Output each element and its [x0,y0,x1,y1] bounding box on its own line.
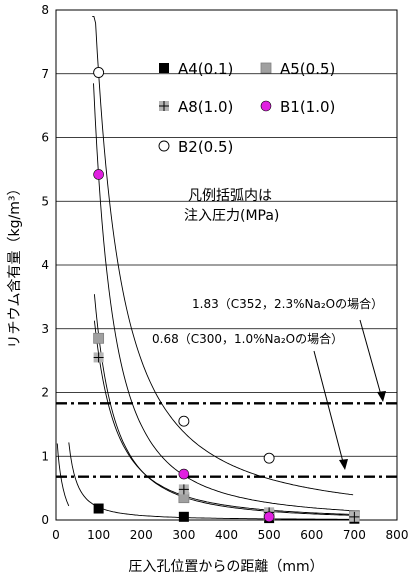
y-tick-label-5: 5 [41,194,49,208]
y-axis-title: リチウム含有量（kg/m³） [7,182,23,349]
legend-note: 凡例括弧内は 注入圧力(MPa) [184,188,279,224]
legend-label-a5: A5(0.5) [280,60,335,78]
y-tick-label-0: 0 [41,513,49,527]
point-a8-300 [178,484,189,495]
fit-curve-a5 [93,294,354,516]
x-tick-label-0: 0 [52,528,60,542]
legend-label-a8: A8(1.0) [178,98,233,116]
legend-note-line-1: 凡例括弧内は [188,188,272,204]
ref-arrow-2 [313,350,344,463]
x-tick-label-800: 800 [386,528,409,542]
fit-curve-a4-origin [56,443,70,507]
x-tick-label-500: 500 [258,528,281,542]
plot-area-frame [55,9,398,521]
x-tick-label-300: 300 [172,528,195,542]
point-b2-300 [178,415,190,427]
point-a8-100 [93,352,104,363]
legend: A4(0.1) A5(0.5) A8(1.0) B1(1.0) B2(0.5) [158,60,335,156]
y-tick-label-3: 3 [41,322,49,336]
legend-marker-a4 [159,63,169,73]
point-a5-100 [93,332,105,344]
point-b2-100 [93,67,105,78]
legend-marker-a8 [159,101,169,111]
data-markers [93,67,360,524]
legend-label-b1: B1(1.0) [280,98,335,116]
fit-curve-b2 [92,15,354,496]
legend-marker-b1 [260,100,272,112]
x-tick-label-400: 400 [215,528,238,542]
x-tick-label-200: 200 [130,528,153,542]
ref-arrow-1-head [377,391,386,402]
point-b2-500 [263,452,275,464]
reference-lines [56,402,397,478]
legend-note-line-2: 注入圧力(MPa) [184,208,279,224]
point-a4-300 [178,511,189,522]
grid-lines [56,73,397,457]
point-b1-300 [178,468,190,480]
point-a8-700 [349,511,360,522]
legend-marker-a5 [260,62,272,74]
point-b1-500 [263,511,275,523]
point-b1-100 [93,169,104,180]
legend-marker-b2 [158,140,170,152]
x-tick-label-100: 100 [87,528,110,542]
legend-label-a4: A4(0.1) [178,60,233,78]
ref-arrow-1 [359,319,382,396]
point-a4-100 [93,503,104,514]
y-tick-label-6: 6 [41,131,49,145]
fit-curve-a4 [68,442,354,520]
ref-label-2: 0.68（C300，1.0%Na₂Oの場合） [152,331,343,346]
axis-ticks: 0 1 2 3 4 5 6 7 8 0 100 200 300 400 500 600 700 800 [41,3,408,542]
fit-curve-b1 [93,83,355,512]
point-a8-300-cross [178,484,189,495]
fit-curve-a8 [93,320,354,515]
y-tick-label-8: 8 [41,3,49,17]
y-tick-label-2: 2 [41,386,49,400]
legend-marker-a8-cross [159,101,169,111]
y-tick-label-4: 4 [41,258,49,272]
x-axis-title: 圧入孔位置からの距離（mm） [128,558,323,575]
x-tick-label-700: 700 [343,528,366,542]
legend-label-b2: B2(0.5) [178,138,233,156]
ref-label-1: 1.83（C352，2.3%Na₂Oの場合） [192,296,383,311]
point-a8-100-cross [93,352,104,363]
ref-arrow-2-head [339,459,348,470]
fit-curves [56,15,355,520]
y-tick-label-1: 1 [41,449,49,463]
y-tick-label-7: 7 [41,67,49,81]
x-tick-label-600: 600 [300,528,323,542]
point-a8-700-cross [349,511,360,522]
